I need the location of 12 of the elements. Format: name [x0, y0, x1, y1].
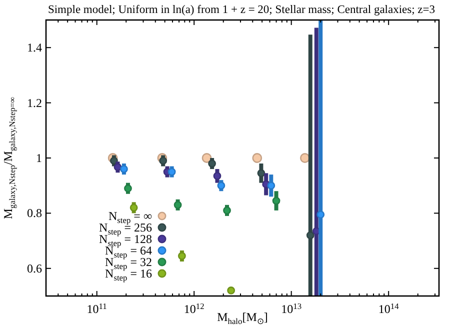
x-tick-label: 10$^{12}$ [184, 302, 204, 316]
x-axis-title: M$_{halo}$[M$_{⊙}$] [217, 310, 268, 326]
legend-label: N$_{step}$ = ∞ [108, 209, 152, 225]
y-tick-label: 0.8 [27, 206, 42, 220]
x-tick-label: 10$^{13}$ [281, 302, 302, 316]
chart-title: Simple model; Uniform in ln(a) from 1 + z = 20; Stellar mass; Central galaxies; z=3 [48, 4, 436, 16]
x-tick-label: 10$^{14}$ [378, 302, 400, 316]
x-tick-label: 10$^{11}$ [86, 302, 107, 316]
y-tick-label: 1 [36, 151, 42, 165]
y-tick-label: 1.4 [27, 40, 42, 55]
y-tick-label: 1.2 [27, 96, 42, 110]
y-tick-label: 0.6 [27, 261, 42, 276]
